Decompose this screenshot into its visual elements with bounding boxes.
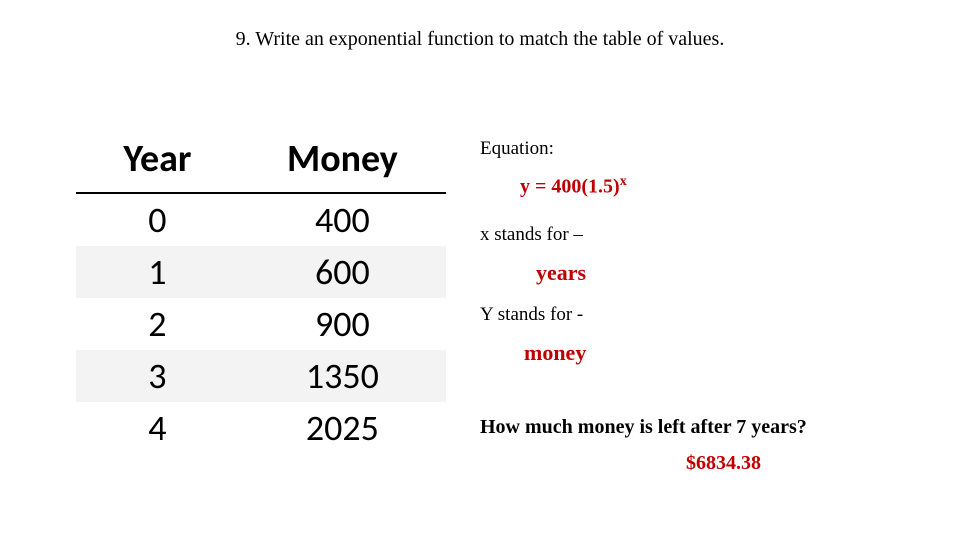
cell-year: 0: [76, 193, 239, 246]
x-stands-for-label: x stands for –: [480, 224, 583, 246]
values-table: Year Money 0 400 1 600 2 900 3 1350 4: [76, 130, 446, 454]
cell-money: 900: [239, 298, 446, 350]
cell-year: 2: [76, 298, 239, 350]
cell-money: 400: [239, 193, 446, 246]
table-row: 4 2025: [76, 402, 446, 454]
equation-exponent: x: [620, 174, 627, 189]
followup-question: How much money is left after 7 years?: [480, 416, 807, 439]
cell-money: 2025: [239, 402, 446, 454]
cell-year: 1: [76, 246, 239, 298]
col-header-year: Year: [76, 130, 239, 193]
table-row: 3 1350: [76, 350, 446, 402]
cell-money: 1350: [239, 350, 446, 402]
problem-title: 9. Write an exponential function to matc…: [0, 28, 960, 51]
table-row: 2 900: [76, 298, 446, 350]
table-row: 0 400: [76, 193, 446, 246]
table-row: 1 600: [76, 246, 446, 298]
answers-panel: Equation: y = 400(1.5)x x stands for – y…: [480, 138, 920, 166]
equation-label: Equation:: [480, 138, 920, 160]
final-answer: $6834.38: [686, 452, 761, 475]
cell-year: 3: [76, 350, 239, 402]
cell-year: 4: [76, 402, 239, 454]
y-stands-for-answer: money: [524, 340, 586, 366]
y-stands-for-label: Y stands for -: [480, 304, 583, 326]
x-stands-for-answer: years: [536, 260, 586, 286]
cell-money: 600: [239, 246, 446, 298]
equation-answer: y = 400(1.5)x: [520, 174, 627, 199]
equation-base: y = 400(1.5): [520, 176, 620, 198]
col-header-money: Money: [239, 130, 446, 193]
